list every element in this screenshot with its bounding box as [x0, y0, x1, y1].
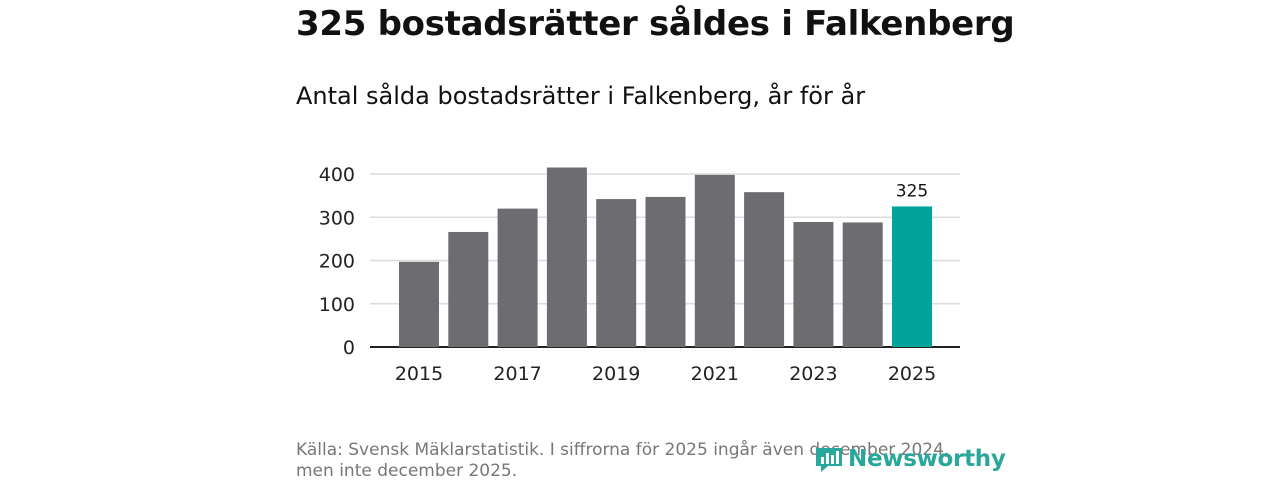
y-tick-label: 300: [319, 207, 355, 229]
x-tick-label: 2021: [691, 363, 739, 385]
bar-2024: [842, 222, 883, 347]
chart-title: 325 bostadsrätter såldes i Falkenberg: [296, 4, 1015, 44]
x-tick-label: 2019: [592, 363, 640, 385]
brand-name: Newsworthy: [848, 446, 1006, 472]
labels: 0 100 200 300 400 2015 2017 2019 2021 2023 2025 325: [319, 164, 936, 385]
bar-2018: [546, 167, 587, 347]
bars: [399, 167, 932, 347]
bar-2020: [645, 196, 686, 347]
bar-2021: [694, 174, 735, 347]
x-tick-label: 2015: [395, 363, 443, 385]
data-label-2025: 325: [896, 181, 928, 201]
x-tick-label: 2025: [888, 363, 936, 385]
bar-2025: [892, 206, 932, 347]
y-tick-label: 100: [319, 294, 355, 316]
bar-2023: [793, 222, 834, 347]
y-tick-label: 200: [319, 251, 355, 273]
chart-subtitle: Antal sålda bostadsrätter i Falkenberg, …: [296, 82, 866, 110]
bar-2015: [399, 261, 439, 347]
bar-2017: [497, 208, 538, 347]
bar-2022: [744, 192, 785, 347]
bar-2019: [596, 199, 637, 347]
source-note: Källa: Svensk Mäklarstatistik. I siffror…: [296, 440, 950, 481]
y-tick-label: 400: [319, 164, 355, 186]
bar-chart: 0 100 200 300 400 2015 2017 2019 2021 2023 2025 325: [319, 164, 960, 385]
brand-logo: Newsworthy: [814, 444, 1006, 474]
y-tick-label: 0: [343, 337, 355, 359]
bar-2016: [448, 231, 489, 347]
newsworthy-logo-icon: [816, 448, 842, 472]
x-tick-label: 2023: [789, 363, 837, 385]
x-tick-label: 2017: [493, 363, 541, 385]
